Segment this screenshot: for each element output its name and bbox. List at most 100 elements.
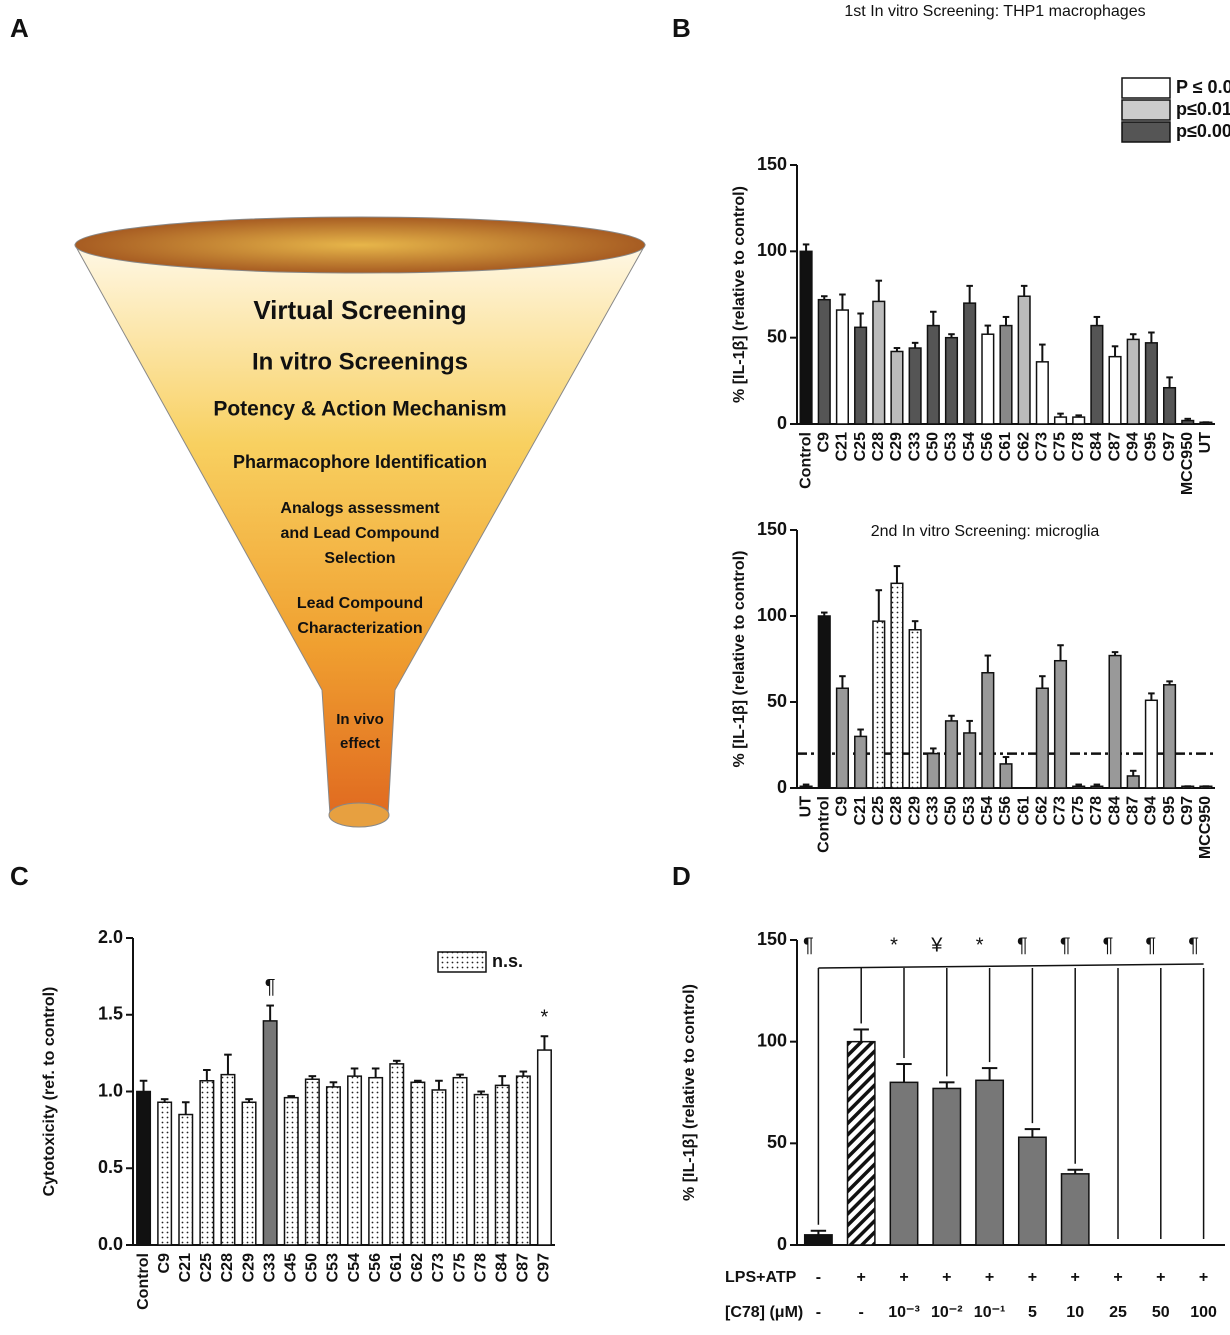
- funnel-stage: Analogs assessment: [280, 500, 440, 517]
- x-tick-label: C9: [156, 1253, 173, 1274]
- bar: [846, 1040, 876, 1246]
- bar: [283, 1096, 299, 1246]
- row-value: 10⁻²: [931, 1304, 963, 1321]
- bar: [1181, 419, 1195, 425]
- x-tick-label: C54: [979, 796, 996, 825]
- significance-mark: ¶: [265, 976, 276, 998]
- funnel-stage: In vivo: [336, 711, 384, 728]
- bar: [1126, 338, 1140, 425]
- row-value: 5: [1028, 1304, 1037, 1321]
- bar: [963, 302, 977, 425]
- x-tick-label: C95: [1143, 432, 1160, 461]
- bar: [1035, 361, 1049, 425]
- significance-mark: ¶: [1060, 934, 1071, 956]
- bar: [1090, 785, 1104, 789]
- y-tick-label: 150: [757, 154, 787, 174]
- significance-mark: ¶: [1145, 934, 1156, 956]
- bar: [536, 1049, 552, 1246]
- row-value: 10⁻³: [888, 1304, 920, 1321]
- x-tick-label: C56: [997, 796, 1014, 825]
- x-tick-label: C73: [430, 1253, 447, 1282]
- bar: [1072, 416, 1086, 425]
- funnel-stage: effect: [340, 735, 380, 752]
- y-tick-label: 0.5: [98, 1157, 123, 1177]
- x-tick-label: C28: [870, 432, 887, 461]
- bar: [1144, 699, 1158, 789]
- x-tick-label: Control: [797, 432, 814, 489]
- bar: [389, 1063, 405, 1246]
- x-tick-label: C21: [834, 432, 851, 461]
- x-tick-label: UT: [797, 796, 814, 818]
- bar: [926, 752, 940, 789]
- y-tick-label: 1.0: [98, 1080, 123, 1100]
- row-value: -: [816, 1269, 821, 1286]
- x-tick-label: C87: [1124, 796, 1141, 825]
- bar: [347, 1075, 363, 1246]
- bar: [262, 1020, 278, 1246]
- x-tick-label: MCC950: [1179, 432, 1196, 495]
- x-tick-label: C50: [943, 796, 960, 825]
- x-tick-label: C62: [1015, 432, 1032, 461]
- bar: [515, 1075, 531, 1246]
- x-tick-label: C33: [925, 796, 942, 825]
- panel-label: B: [672, 13, 691, 43]
- x-tick-label: C50: [304, 1253, 321, 1282]
- x-tick-label: C29: [888, 432, 905, 461]
- x-tick-label: C53: [961, 796, 978, 825]
- significance-mark: *: [976, 934, 984, 956]
- x-tick-label: C84: [1088, 432, 1105, 461]
- x-tick-label: C75: [1070, 796, 1087, 825]
- row-value: 100: [1190, 1304, 1217, 1321]
- row-label: LPS+ATP: [725, 1269, 797, 1286]
- legend-label: P ≤ 0.05: [1176, 77, 1230, 97]
- bar: [817, 298, 831, 425]
- x-tick-label: C53: [943, 432, 960, 461]
- y-tick-label: 0: [777, 413, 787, 433]
- row-value: +: [985, 1269, 994, 1286]
- bar: [908, 347, 922, 425]
- x-tick-label: C84: [1106, 796, 1123, 825]
- x-tick-label: Control: [135, 1253, 152, 1310]
- panel-label: C: [10, 861, 29, 891]
- bar: [981, 672, 995, 789]
- x-tick-label: C73: [1034, 432, 1051, 461]
- funnel-stage: Pharmacophore Identification: [233, 452, 487, 472]
- significance-mark: ¶: [1188, 934, 1199, 956]
- bar: [799, 250, 813, 425]
- row-value: +: [1028, 1269, 1037, 1286]
- bar: [1035, 687, 1049, 789]
- y-tick-label: 100: [757, 1030, 787, 1050]
- legend-label: p≤0.01: [1176, 99, 1230, 119]
- y-tick-label: 150: [757, 519, 787, 539]
- bar: [325, 1086, 341, 1246]
- bar: [817, 615, 831, 789]
- x-tick-label: C29: [906, 796, 923, 825]
- x-tick-label: C61: [1015, 796, 1032, 825]
- x-tick-label: C56: [367, 1253, 384, 1282]
- bar: [304, 1078, 320, 1246]
- bar: [932, 1087, 962, 1246]
- bar: [999, 324, 1013, 425]
- bar: [220, 1073, 236, 1246]
- bar: [431, 1089, 447, 1246]
- x-tick-label: C54: [961, 432, 978, 461]
- row-value: -: [816, 1304, 821, 1321]
- row-value: 10⁻¹: [974, 1304, 1006, 1321]
- bar: [854, 326, 868, 425]
- bar: [944, 336, 959, 425]
- funnel-stage: and Lead Compound: [280, 525, 439, 542]
- x-tick-label: C56: [979, 432, 996, 461]
- panel-label: A: [10, 13, 29, 43]
- bar: [1072, 785, 1086, 789]
- bar: [178, 1113, 194, 1246]
- y-tick-label: 2.0: [98, 927, 123, 947]
- x-tick-label: C45: [282, 1253, 299, 1282]
- bar: [872, 620, 886, 789]
- x-tick-label: C75: [1052, 432, 1069, 461]
- x-tick-label: C25: [852, 432, 869, 461]
- bar: [835, 309, 850, 425]
- y-tick-label: 100: [757, 240, 787, 260]
- x-tick-label: C94: [1124, 432, 1141, 461]
- bar: [241, 1101, 257, 1246]
- row-value: -: [859, 1304, 864, 1321]
